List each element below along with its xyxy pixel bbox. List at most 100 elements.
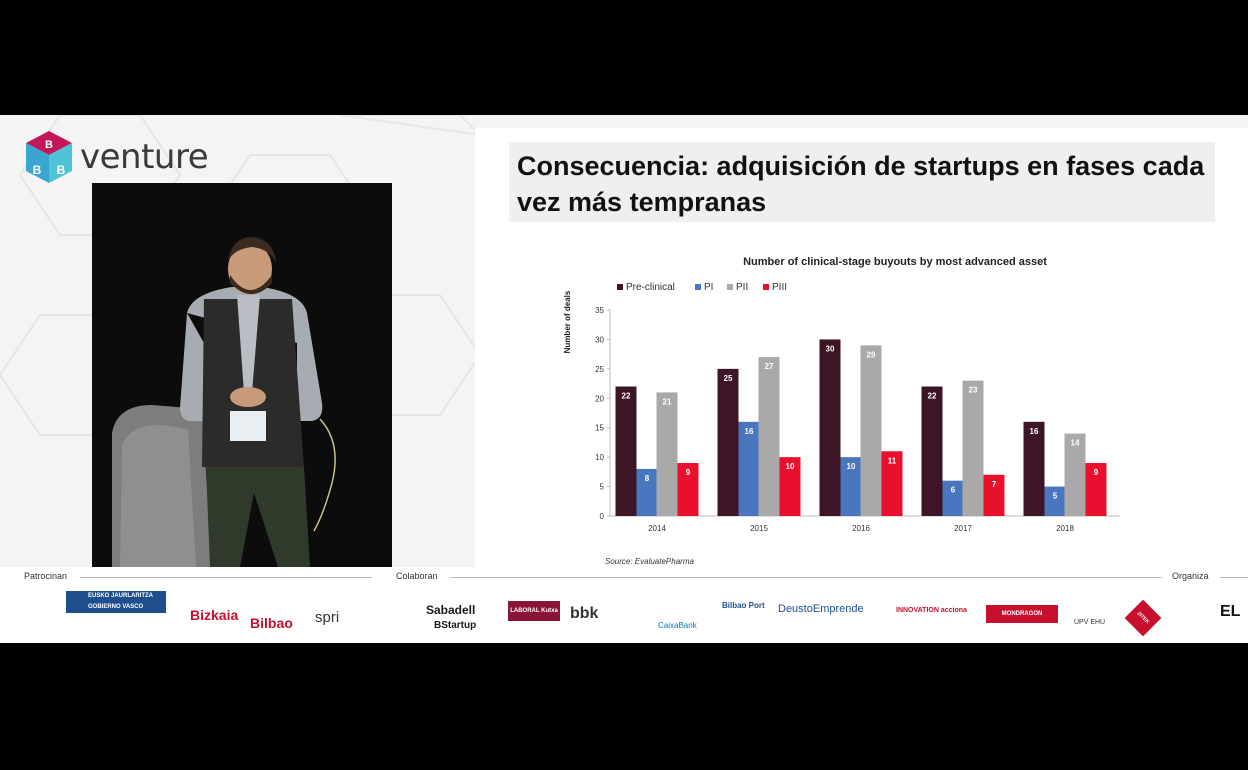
colaboran-label: Colaboran xyxy=(396,571,438,581)
sponsor-logo-zitek: ZITEK xyxy=(1124,599,1162,637)
sponsor-logo-spri: spri xyxy=(315,609,339,626)
logo-letter-top: B xyxy=(45,139,53,151)
sponsor-logo-sabadell: Sabadell BStartup xyxy=(426,603,476,631)
event-logo: B B B venture xyxy=(22,129,212,187)
sponsor-logo-acciona: INNOVATION acciona xyxy=(896,607,967,614)
y-axis-label: Number of deals xyxy=(563,290,572,353)
logo-wordmark: venture xyxy=(80,137,209,177)
legend-swatch xyxy=(763,284,769,290)
bar-data-label: 5 xyxy=(1053,492,1058,501)
bar-piii-2014 xyxy=(677,463,699,516)
bar-pre-clinical-2017 xyxy=(921,386,943,516)
sponsor-logo-upv-ehu: UPV EHU xyxy=(1074,619,1105,626)
organizer-logo: EL xyxy=(1220,603,1240,621)
bar-data-label: 27 xyxy=(765,362,774,371)
chart-source: Source: EvaluatePharma xyxy=(605,557,694,566)
sponsor-logo-bizkaia: Bizkaia xyxy=(190,607,238,623)
bar-data-label: 25 xyxy=(724,374,733,383)
logo-letter-left: B xyxy=(33,163,42,177)
video-stage: B B B venture Consecuencia: adquisición … xyxy=(0,115,1248,643)
chart-legend: Pre-clinical PI PII PIII xyxy=(617,282,787,293)
sponsor-name: Sabadell xyxy=(426,603,476,617)
logo-letter-right: B xyxy=(57,163,66,177)
y-tick-label: 35 xyxy=(595,306,604,315)
bar-piii-2018 xyxy=(1085,463,1107,516)
bar-data-label: 14 xyxy=(1071,439,1080,448)
sponsor-logo-laboral-kutxa: LABORAL Kutxa xyxy=(508,601,560,621)
sponsor-name: MONDRAGON xyxy=(1001,611,1043,617)
sponsor-name: spri xyxy=(315,609,340,626)
bar-pi-2014 xyxy=(636,468,658,516)
bar-pre-clinical-2015 xyxy=(717,368,739,516)
sponsor-logo-bilbao-port: Bilbao Port xyxy=(722,601,765,610)
legend-swatch xyxy=(617,284,623,290)
bar-pii-2014 xyxy=(656,392,678,516)
bar-pre-clinical-2018 xyxy=(1023,421,1045,516)
sponsor-name: UPV EHU xyxy=(1074,619,1106,626)
bar-data-label: 10 xyxy=(786,462,795,471)
sponsor-logo-caixabank: CaixaBank xyxy=(658,621,697,630)
buyouts-bar-chart: Number of clinical-stage buyouts by most… xyxy=(563,256,1120,566)
bar-data-label: 22 xyxy=(928,392,937,401)
legend-swatch xyxy=(695,284,701,290)
legend-label: PI xyxy=(704,282,713,293)
bar-data-label: 8 xyxy=(645,474,650,483)
sponsor-logo-deusto-emprende: DeustoEmprende xyxy=(778,603,864,615)
bar-data-label: 7 xyxy=(992,480,997,489)
bar-pii-2018 xyxy=(1064,433,1086,516)
y-tick-label: 5 xyxy=(600,483,605,492)
slide-title: Consecuencia: adquisición de startups en… xyxy=(517,151,1205,217)
bar-data-label: 30 xyxy=(826,344,835,353)
patrocinan-label: Patrocinan xyxy=(24,571,68,581)
sponsor-bar: Patrocinan Colaboran Organiza EUSKO JAUR… xyxy=(0,567,1248,643)
bar-data-label: 16 xyxy=(745,427,754,436)
bar-data-label: 11 xyxy=(888,456,897,465)
sponsor-name: LABORAL Kutxa xyxy=(510,608,558,614)
organizer-name: EL xyxy=(1220,603,1241,620)
chart-title: Number of clinical-stage buyouts by most… xyxy=(743,256,1047,268)
x-tick-label: 2016 xyxy=(852,524,870,533)
speaker-video xyxy=(92,183,392,567)
bar-data-label: 9 xyxy=(1094,468,1099,477)
bar-data-label: 16 xyxy=(1030,427,1039,436)
sponsor-sub: BStartup xyxy=(434,620,477,631)
bar-pi-2016 xyxy=(840,457,862,516)
bar-pi-2018 xyxy=(1044,486,1066,516)
x-tick-label: 2015 xyxy=(750,524,768,533)
bar-data-label: 22 xyxy=(622,392,631,401)
legend-label: PII xyxy=(736,282,748,293)
y-tick-label: 10 xyxy=(595,453,604,462)
sponsor-name: bbk xyxy=(570,605,599,622)
sponsor-name: Bilbao xyxy=(250,615,293,631)
colaboran-divider xyxy=(450,577,1162,578)
sponsor-name: EUSKO JAURLARITZA GOBIERNO VASCO xyxy=(88,593,153,610)
organiza-label: Organiza xyxy=(1172,571,1209,581)
cube-icon: B B B xyxy=(26,131,72,183)
bar-pre-clinical-2016 xyxy=(819,339,841,516)
y-tick-label: 25 xyxy=(595,365,604,374)
bar-data-label: 6 xyxy=(951,486,956,495)
chart-bars: 22 8 21 9 25 16 27 10 30 10 29 11 22 6 23 7 16 5 14 9 xyxy=(615,339,1107,516)
patrocinan-divider xyxy=(80,577,372,578)
y-tick-label: 30 xyxy=(595,335,604,344)
x-tick-label: 2017 xyxy=(954,524,972,533)
sponsor-name: DeustoEmprende xyxy=(778,603,864,615)
bar-pre-clinical-2014 xyxy=(615,386,637,516)
bar-data-label: 23 xyxy=(969,386,978,395)
bar-pi-2017 xyxy=(942,480,964,516)
bar-pii-2016 xyxy=(860,345,882,516)
sponsor-name: Bizkaia xyxy=(190,607,239,623)
legend-label: Pre-clinical xyxy=(626,282,675,293)
bar-data-label: 29 xyxy=(867,350,876,359)
bar-data-label: 21 xyxy=(663,397,672,406)
slide-title-box: Consecuencia: adquisición de startups en… xyxy=(509,142,1215,222)
bar-data-label: 9 xyxy=(686,468,691,477)
bar-piii-2016 xyxy=(881,451,903,516)
legend-label: PIII xyxy=(772,282,787,293)
legend-swatch xyxy=(727,284,733,290)
bar-piii-2015 xyxy=(779,457,801,516)
bar-data-label: 10 xyxy=(847,462,856,471)
sponsor-logo-bbk: bbk xyxy=(570,605,598,623)
bar-pii-2017 xyxy=(962,380,984,516)
bar-piii-2017 xyxy=(983,474,1005,516)
